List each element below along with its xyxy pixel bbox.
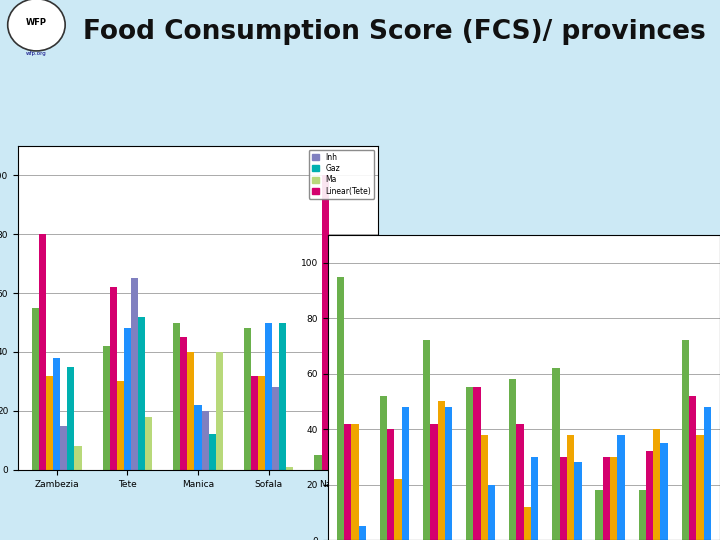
- Bar: [68, 367, 74, 470]
- Bar: [131, 278, 138, 470]
- Bar: [703, 407, 711, 540]
- Bar: [660, 443, 668, 540]
- Bar: [509, 379, 516, 540]
- Bar: [595, 490, 603, 540]
- Text: wfp.org: wfp.org: [26, 51, 47, 56]
- Bar: [682, 340, 689, 540]
- Legend: Inh, Gaz, Ma, Linear(Tete): Inh, Gaz, Ma, Linear(Tete): [309, 150, 374, 199]
- Bar: [124, 328, 131, 470]
- Bar: [379, 396, 387, 540]
- Bar: [387, 429, 395, 540]
- Bar: [216, 352, 222, 470]
- Bar: [357, 387, 364, 470]
- Bar: [431, 423, 438, 540]
- Bar: [209, 435, 216, 470]
- Bar: [174, 322, 180, 470]
- Bar: [559, 457, 567, 540]
- Bar: [438, 401, 445, 540]
- Bar: [244, 328, 251, 470]
- Bar: [258, 375, 265, 470]
- Bar: [60, 426, 68, 470]
- Bar: [328, 308, 336, 470]
- Bar: [653, 429, 660, 540]
- Bar: [639, 490, 646, 540]
- Bar: [343, 435, 350, 470]
- Bar: [395, 479, 402, 540]
- Bar: [265, 322, 272, 470]
- Bar: [32, 308, 39, 470]
- Bar: [488, 484, 495, 540]
- Bar: [646, 451, 653, 540]
- Bar: [575, 462, 582, 540]
- Bar: [322, 176, 328, 470]
- Bar: [194, 405, 202, 470]
- Bar: [251, 375, 258, 470]
- Bar: [344, 423, 351, 540]
- Bar: [445, 407, 452, 540]
- Bar: [336, 338, 343, 470]
- Bar: [279, 322, 287, 470]
- Bar: [103, 346, 109, 470]
- Bar: [46, 375, 53, 470]
- Bar: [696, 435, 703, 540]
- Bar: [53, 358, 60, 470]
- Bar: [145, 417, 152, 470]
- Bar: [287, 467, 293, 470]
- Bar: [473, 388, 481, 540]
- Bar: [109, 287, 117, 470]
- Bar: [531, 457, 539, 540]
- Bar: [689, 396, 696, 540]
- Bar: [138, 316, 145, 470]
- Bar: [315, 455, 322, 470]
- Bar: [187, 352, 194, 470]
- Text: WFP: WFP: [26, 18, 47, 28]
- Bar: [359, 526, 366, 540]
- Bar: [466, 388, 473, 540]
- Bar: [180, 338, 187, 470]
- Bar: [617, 435, 625, 540]
- Bar: [351, 423, 359, 540]
- Bar: [337, 276, 344, 540]
- Bar: [610, 457, 617, 540]
- Text: Food Consumption Score (FCS)/ provinces: Food Consumption Score (FCS)/ provinces: [83, 19, 706, 45]
- Bar: [481, 435, 488, 540]
- Bar: [272, 387, 279, 470]
- Bar: [523, 507, 531, 540]
- Bar: [423, 340, 431, 540]
- Bar: [516, 423, 523, 540]
- Bar: [552, 368, 559, 540]
- Bar: [117, 381, 124, 470]
- Bar: [567, 435, 575, 540]
- Bar: [74, 446, 81, 470]
- Circle shape: [8, 0, 65, 51]
- Bar: [402, 407, 409, 540]
- Bar: [350, 367, 357, 470]
- Bar: [202, 411, 209, 470]
- Bar: [39, 234, 46, 470]
- Bar: [603, 457, 610, 540]
